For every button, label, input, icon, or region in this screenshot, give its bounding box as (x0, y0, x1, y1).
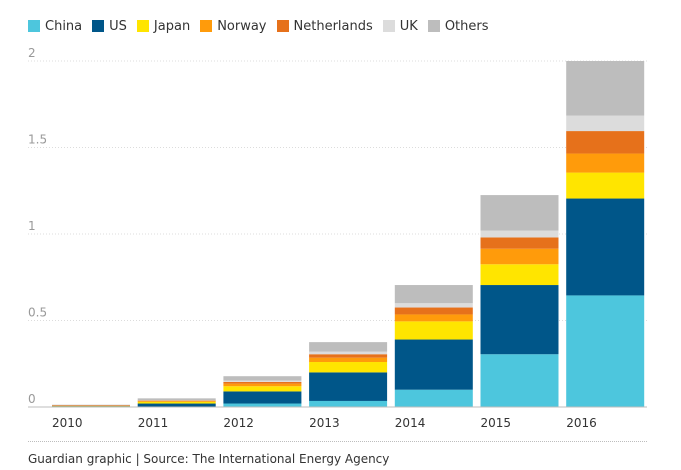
x-tick-label: 2015 (481, 416, 512, 430)
legend-swatch (427, 20, 440, 32)
y-tick-label: 0.5 (28, 306, 47, 320)
x-tick-label: 2016 (566, 416, 597, 430)
bar-segment (309, 362, 388, 373)
bar-segment (52, 404, 130, 406)
bar-segment (394, 339, 473, 390)
x-tick-label: 2011 (138, 416, 169, 430)
legend-item: Japan (136, 18, 191, 34)
bar-segment (394, 389, 473, 407)
bar-segment (394, 307, 473, 315)
bar-segment (480, 230, 559, 238)
bar-segment (223, 403, 302, 407)
bar-segment (309, 372, 388, 401)
bar-segment (309, 400, 388, 407)
bar-segment (223, 391, 302, 404)
legend-item: Others (427, 18, 489, 34)
source-caption: Guardian graphic | Source: The Internati… (28, 452, 390, 466)
bar-segment (52, 405, 130, 406)
bar-segment (394, 285, 473, 304)
legend-item: Netherlands (276, 18, 373, 34)
legend-swatch (136, 20, 149, 32)
bar-segment (137, 400, 216, 402)
legend-label: Japan (153, 18, 191, 34)
bar-segment (309, 342, 388, 352)
legend-swatch (276, 20, 289, 32)
bar-segment (480, 264, 559, 286)
bar-segment (566, 172, 645, 199)
legend-label: US (109, 18, 127, 34)
bar-segment (480, 195, 559, 231)
legend-swatch (200, 20, 213, 32)
bar-segment (137, 403, 216, 407)
x-tick-label: 2010 (52, 416, 83, 430)
bar-segment (223, 380, 302, 382)
bar-segment (394, 321, 473, 340)
x-tick-label: 2014 (395, 416, 426, 430)
bar-segment (309, 354, 388, 358)
legend-item: Norway (200, 18, 267, 34)
y-tick-label: 2 (28, 46, 36, 60)
bar-segment (480, 237, 559, 249)
legend-label: China (45, 18, 83, 34)
bar-segment (223, 376, 302, 381)
bar-segment (566, 295, 645, 407)
legend-label: UK (399, 18, 418, 34)
bar-segment (309, 357, 388, 363)
x-tick-label: 2012 (223, 416, 254, 430)
legend-label: Netherlands (293, 18, 373, 34)
y-tick-label: 1.5 (28, 133, 47, 147)
y-tick-label: 0 (28, 392, 36, 406)
legend-item: UK (382, 18, 418, 34)
bar-segment (566, 61, 645, 116)
legend-label: Norway (217, 18, 267, 34)
bar-segment (394, 314, 473, 322)
legend-swatch (382, 20, 395, 32)
legend-item: US (92, 19, 127, 34)
legend-swatch (92, 20, 105, 32)
bar-segment (137, 400, 216, 402)
bar-segment (137, 400, 216, 401)
bar-segment (309, 351, 388, 355)
bar-segment (566, 153, 645, 173)
bar-segment (137, 398, 216, 401)
bar-segment (223, 386, 302, 392)
legend-item: China (28, 19, 82, 34)
bar-segment (480, 354, 559, 407)
bar-segment (223, 383, 302, 387)
chart-legend: China US Japan Norway Netherlands UK Others (28, 17, 499, 35)
footer-divider (28, 441, 647, 442)
legend-swatch (28, 20, 40, 32)
bar-segment (480, 285, 559, 355)
stacked-bar-chart: 0 0.5 1 1.5 2 2010 2011 2012 2013 2014 2015 2016 (28, 46, 647, 430)
x-tick-label: 2013 (309, 416, 340, 430)
y-tick-label: 1 (28, 219, 36, 233)
bar-segment (394, 303, 473, 308)
bar-segment (566, 115, 645, 132)
bar-segment (223, 381, 302, 384)
bar-segment (566, 198, 645, 296)
bar-segment (137, 401, 216, 404)
legend-label: Others (444, 18, 489, 34)
bar-segment (480, 248, 559, 265)
bar-segment (566, 131, 645, 154)
